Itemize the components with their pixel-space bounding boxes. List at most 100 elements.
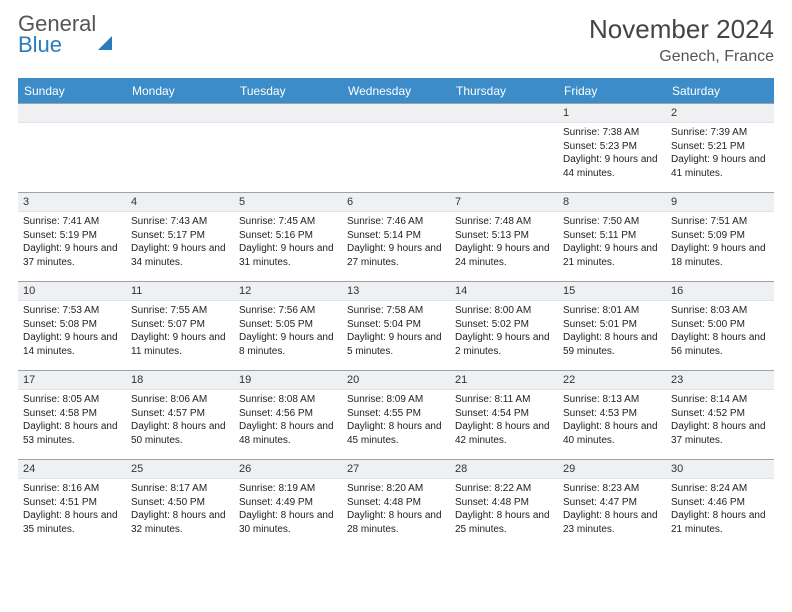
calendar-cell <box>18 104 126 193</box>
calendar-cell: 11Sunrise: 7:55 AMSunset: 5:07 PMDayligh… <box>126 282 234 371</box>
calendar-cell: 18Sunrise: 8:06 AMSunset: 4:57 PMDayligh… <box>126 371 234 460</box>
sunrise-text: Sunrise: 8:16 AM <box>23 482 121 496</box>
daylight-text: Daylight: 9 hours and 11 minutes. <box>131 331 229 358</box>
sunrise-text: Sunrise: 8:09 AM <box>347 393 445 407</box>
calendar-cell: 19Sunrise: 8:08 AMSunset: 4:56 PMDayligh… <box>234 371 342 460</box>
day-data: Sunrise: 8:08 AMSunset: 4:56 PMDaylight:… <box>234 390 342 450</box>
day-number: 18 <box>126 371 234 390</box>
day-number: 11 <box>126 282 234 301</box>
daylight-text: Daylight: 9 hours and 2 minutes. <box>455 331 553 358</box>
sunset-text: Sunset: 4:48 PM <box>455 496 553 510</box>
day-data: Sunrise: 8:00 AMSunset: 5:02 PMDaylight:… <box>450 301 558 361</box>
sunset-text: Sunset: 4:50 PM <box>131 496 229 510</box>
day-number: 16 <box>666 282 774 301</box>
day-number: 29 <box>558 460 666 479</box>
sunrise-text: Sunrise: 8:00 AM <box>455 304 553 318</box>
calendar-cell: 21Sunrise: 8:11 AMSunset: 4:54 PMDayligh… <box>450 371 558 460</box>
sunrise-text: Sunrise: 7:50 AM <box>563 215 661 229</box>
sunset-text: Sunset: 4:56 PM <box>239 407 337 421</box>
calendar-cell <box>450 104 558 193</box>
sunrise-text: Sunrise: 7:45 AM <box>239 215 337 229</box>
calendar-cell: 14Sunrise: 8:00 AMSunset: 5:02 PMDayligh… <box>450 282 558 371</box>
day-data: Sunrise: 7:56 AMSunset: 5:05 PMDaylight:… <box>234 301 342 361</box>
calendar-cell: 8 Sunrise: 7:50 AMSunset: 5:11 PMDaylight… <box>558 193 666 282</box>
day-number: 21 <box>450 371 558 390</box>
calendar-cell <box>234 104 342 193</box>
day-data: Sunrise: 7:53 AMSunset: 5:08 PMDaylight:… <box>18 301 126 361</box>
day-data: Sunrise: 8:24 AMSunset: 4:46 PMDaylight:… <box>666 479 774 539</box>
day-number: 23 <box>666 371 774 390</box>
day-data: Sunrise: 8:09 AMSunset: 4:55 PMDaylight:… <box>342 390 450 450</box>
weekday-header: Wednesday <box>342 79 450 104</box>
calendar-cell <box>126 104 234 193</box>
daylight-text: Daylight: 8 hours and 30 minutes. <box>239 509 337 536</box>
sunset-text: Sunset: 5:09 PM <box>671 229 769 243</box>
daylight-text: Daylight: 8 hours and 45 minutes. <box>347 420 445 447</box>
sunrise-text: Sunrise: 7:43 AM <box>131 215 229 229</box>
calendar-body: 1Sunrise: 7:38 AMSunset: 5:23 PMDaylight… <box>18 104 774 549</box>
day-data: Sunrise: 7:45 AMSunset: 5:16 PMDaylight:… <box>234 212 342 272</box>
day-number-empty <box>18 104 126 123</box>
weekday-header: Sunday <box>18 79 126 104</box>
day-data: Sunrise: 7:39 AMSunset: 5:21 PMDaylight:… <box>666 123 774 183</box>
calendar-cell: 30Sunrise: 8:24 AMSunset: 4:46 PMDayligh… <box>666 460 774 549</box>
sunset-text: Sunset: 5:11 PM <box>563 229 661 243</box>
calendar-cell: 13Sunrise: 7:58 AMSunset: 5:04 PMDayligh… <box>342 282 450 371</box>
calendar-cell: 3Sunrise: 7:41 AMSunset: 5:19 PMDaylight… <box>18 193 126 282</box>
weekday-header: Tuesday <box>234 79 342 104</box>
day-data: Sunrise: 8:16 AMSunset: 4:51 PMDaylight:… <box>18 479 126 539</box>
sunrise-text: Sunrise: 8:19 AM <box>239 482 337 496</box>
day-number: 8 <box>558 193 666 212</box>
sunset-text: Sunset: 4:46 PM <box>671 496 769 510</box>
sunrise-text: Sunrise: 8:01 AM <box>563 304 661 318</box>
sunrise-text: Sunrise: 8:08 AM <box>239 393 337 407</box>
day-number: 7 <box>450 193 558 212</box>
day-data: Sunrise: 8:03 AMSunset: 5:00 PMDaylight:… <box>666 301 774 361</box>
daylight-text: Daylight: 8 hours and 59 minutes. <box>563 331 661 358</box>
day-data: Sunrise: 8:17 AMSunset: 4:50 PMDaylight:… <box>126 479 234 539</box>
calendar-cell: 6Sunrise: 7:46 AMSunset: 5:14 PMDaylight… <box>342 193 450 282</box>
sunrise-text: Sunrise: 7:38 AM <box>563 126 661 140</box>
sunrise-text: Sunrise: 8:23 AM <box>563 482 661 496</box>
day-data: Sunrise: 8:14 AMSunset: 4:52 PMDaylight:… <box>666 390 774 450</box>
day-number: 5 <box>234 193 342 212</box>
daylight-text: Daylight: 8 hours and 21 minutes. <box>671 509 769 536</box>
sunrise-text: Sunrise: 8:22 AM <box>455 482 553 496</box>
day-number: 15 <box>558 282 666 301</box>
daylight-text: Daylight: 8 hours and 50 minutes. <box>131 420 229 447</box>
sunset-text: Sunset: 4:57 PM <box>131 407 229 421</box>
calendar-cell: 28Sunrise: 8:22 AMSunset: 4:48 PMDayligh… <box>450 460 558 549</box>
calendar-week-row: 1Sunrise: 7:38 AMSunset: 5:23 PMDaylight… <box>18 104 774 193</box>
calendar-cell: 16Sunrise: 8:03 AMSunset: 5:00 PMDayligh… <box>666 282 774 371</box>
sunset-text: Sunset: 4:47 PM <box>563 496 661 510</box>
daylight-text: Daylight: 9 hours and 34 minutes. <box>131 242 229 269</box>
day-data: Sunrise: 7:46 AMSunset: 5:14 PMDaylight:… <box>342 212 450 272</box>
day-data: Sunrise: 7:55 AMSunset: 5:07 PMDaylight:… <box>126 301 234 361</box>
daylight-text: Daylight: 9 hours and 31 minutes. <box>239 242 337 269</box>
day-data: Sunrise: 7:51 AMSunset: 5:09 PMDaylight:… <box>666 212 774 272</box>
brand-text: General Blue <box>18 14 112 56</box>
daylight-text: Daylight: 9 hours and 8 minutes. <box>239 331 337 358</box>
sunset-text: Sunset: 5:07 PM <box>131 318 229 332</box>
calendar-cell: 15Sunrise: 8:01 AMSunset: 5:01 PMDayligh… <box>558 282 666 371</box>
day-number: 20 <box>342 371 450 390</box>
sunrise-text: Sunrise: 7:46 AM <box>347 215 445 229</box>
sunset-text: Sunset: 5:17 PM <box>131 229 229 243</box>
day-data: Sunrise: 7:48 AMSunset: 5:13 PMDaylight:… <box>450 212 558 272</box>
calendar-cell <box>342 104 450 193</box>
calendar-week-row: 10Sunrise: 7:53 AMSunset: 5:08 PMDayligh… <box>18 282 774 371</box>
header: General Blue November 2024 Genech, Franc… <box>18 14 774 66</box>
daylight-text: Daylight: 9 hours and 21 minutes. <box>563 242 661 269</box>
sunset-text: Sunset: 5:16 PM <box>239 229 337 243</box>
daylight-text: Daylight: 9 hours and 18 minutes. <box>671 242 769 269</box>
calendar-cell: 10Sunrise: 7:53 AMSunset: 5:08 PMDayligh… <box>18 282 126 371</box>
sunset-text: Sunset: 4:55 PM <box>347 407 445 421</box>
sunset-text: Sunset: 4:52 PM <box>671 407 769 421</box>
sunset-text: Sunset: 4:49 PM <box>239 496 337 510</box>
day-number: 4 <box>126 193 234 212</box>
month-title: November 2024 <box>589 14 774 45</box>
sunset-text: Sunset: 4:54 PM <box>455 407 553 421</box>
daylight-text: Daylight: 8 hours and 32 minutes. <box>131 509 229 536</box>
sunset-text: Sunset: 5:04 PM <box>347 318 445 332</box>
sunset-text: Sunset: 4:58 PM <box>23 407 121 421</box>
